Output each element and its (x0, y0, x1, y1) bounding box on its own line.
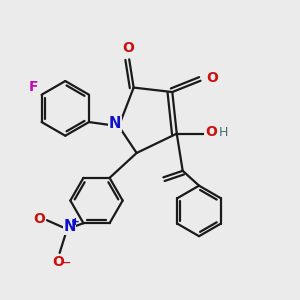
Text: O: O (34, 212, 45, 226)
Text: −: − (61, 258, 71, 268)
Text: O: O (52, 255, 64, 269)
Text: O: O (122, 41, 134, 55)
Text: O: O (205, 125, 217, 139)
Text: +: + (71, 217, 80, 227)
Text: F: F (29, 80, 38, 94)
Text: N: N (63, 219, 76, 234)
Text: N: N (109, 116, 122, 131)
Text: H: H (219, 126, 228, 139)
Text: O: O (206, 71, 218, 85)
